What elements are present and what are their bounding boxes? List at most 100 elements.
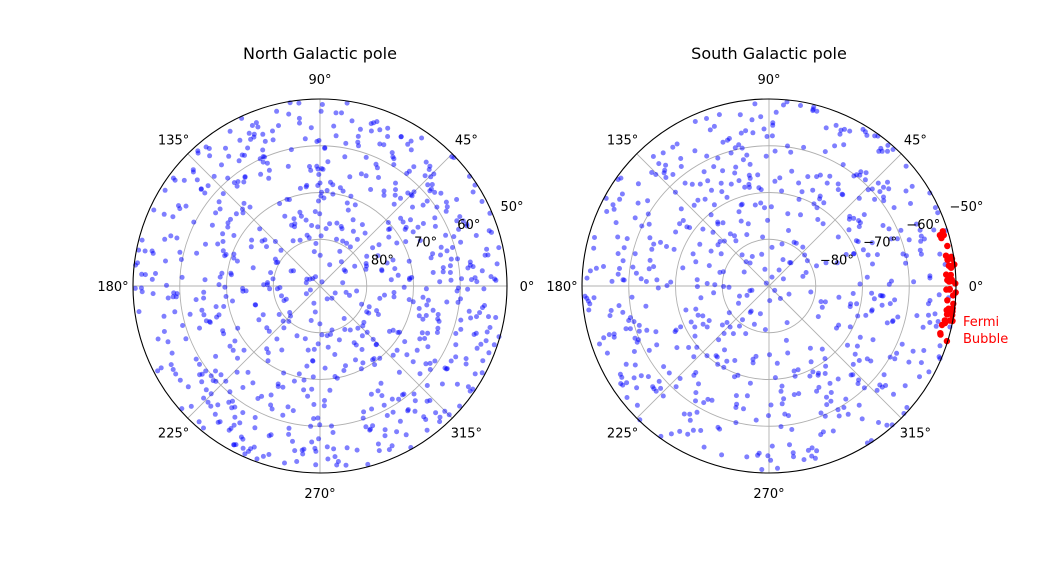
scatter-point [364, 329, 370, 335]
scatter-point [223, 252, 229, 257]
scatter-point [203, 241, 208, 247]
scatter-point [845, 342, 850, 348]
radial-tick-label: 80° [371, 254, 394, 269]
scatter-point [437, 414, 443, 420]
scatter-point [932, 205, 938, 211]
scatter-point [835, 187, 841, 193]
scatter-point [281, 370, 287, 376]
scatter-point [814, 108, 820, 114]
scatter-point [823, 363, 829, 369]
scatter-point [357, 126, 363, 132]
scatter-point [744, 292, 750, 298]
scatter-point [228, 216, 233, 222]
scatter-point [164, 282, 169, 288]
scatter-point [592, 235, 597, 240]
scatter-point [740, 317, 745, 323]
scatter-point [368, 128, 374, 134]
scatter-point [378, 380, 384, 386]
scatter-point [393, 180, 398, 186]
scatter-point [442, 408, 448, 414]
scatter-point [363, 173, 369, 179]
scatter-point [297, 185, 303, 191]
scatter-point [842, 126, 847, 132]
scatter-point [389, 396, 395, 402]
scatter-point [881, 194, 886, 200]
scatter-point [317, 422, 323, 428]
scatter-point [321, 403, 327, 409]
scatter-point [636, 322, 642, 328]
scatter-point [817, 196, 823, 202]
scatter-point [329, 423, 334, 429]
scatter-point [660, 393, 666, 399]
scatter-point [811, 104, 817, 110]
radial-tick-label: −80° [820, 254, 854, 269]
scatter-point [425, 297, 431, 303]
scatter-point [920, 324, 926, 330]
scatter-point [347, 292, 352, 298]
scatter-point [355, 325, 361, 331]
scatter-point [668, 431, 674, 437]
scatter-point [269, 406, 275, 412]
scatter-point [359, 347, 365, 352]
scatter-point [208, 373, 214, 379]
polar-panel-north: North Galactic pole 0° 45° 90° 135° 180° 225°… [97, 44, 534, 502]
scatter-point [252, 415, 258, 420]
scatter-point [274, 336, 280, 342]
scatter-point [701, 400, 707, 406]
scatter-point [871, 296, 877, 302]
scatter-point [342, 327, 348, 332]
scatter-point [805, 447, 811, 453]
highlight-point [944, 276, 951, 284]
scatter-point [746, 172, 752, 178]
scatter-point [778, 424, 784, 430]
scatter-point [795, 367, 801, 373]
chart-title: South Galactic pole [691, 44, 847, 63]
scatter-point [376, 175, 381, 180]
scatter-point [936, 292, 942, 298]
scatter-point [214, 314, 220, 320]
scatter-point [349, 118, 355, 124]
scatter-point [262, 138, 268, 144]
scatter-point [761, 126, 767, 132]
angle-tick-label: 0° [520, 280, 535, 295]
scatter-point [468, 315, 474, 321]
scatter-point [837, 131, 843, 137]
scatter-point [737, 293, 742, 299]
scatter-point [615, 234, 621, 240]
scatter-point [201, 312, 207, 318]
scatter-point [153, 271, 158, 276]
scatter-point [817, 172, 823, 178]
scatter-point [416, 313, 422, 319]
scatter-point [785, 211, 791, 217]
scatter-point [895, 314, 901, 320]
scatter-point [291, 378, 297, 384]
scatter-point [606, 332, 612, 338]
scatter-point [807, 373, 813, 379]
scatter-point [312, 445, 318, 451]
scatter-point [344, 200, 350, 206]
scatter-point [150, 291, 156, 297]
scatter-point [869, 290, 875, 296]
scatter-point [686, 345, 692, 350]
scatter-point [311, 346, 317, 352]
scatter-point [440, 265, 446, 271]
scatter-point [692, 148, 698, 154]
scatter-point [732, 145, 738, 151]
scatter-point [327, 262, 333, 268]
scatter-point [279, 293, 284, 299]
scatter-point [621, 277, 627, 283]
scatter-point [453, 331, 459, 336]
scatter-point [213, 368, 218, 374]
scatter-point [240, 206, 245, 212]
scatter-point [884, 422, 890, 428]
scatter-point [431, 171, 437, 177]
scatter-point [677, 221, 683, 227]
scatter-point [758, 114, 764, 120]
scatter-point [241, 347, 247, 353]
scatter-point [886, 226, 892, 232]
angular-gridline [187, 285, 321, 419]
scatter-point [721, 364, 727, 370]
highlight-point [943, 286, 950, 293]
scatter-point [678, 156, 684, 161]
